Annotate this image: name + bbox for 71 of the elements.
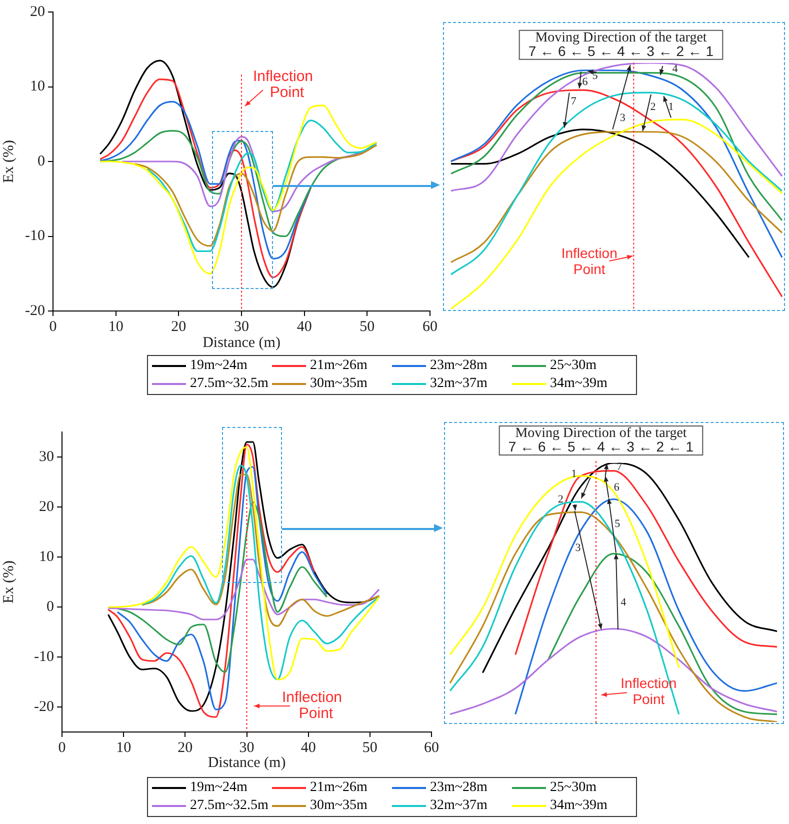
legend-label: 34m~39m	[550, 798, 608, 814]
y-tick-label: 10	[30, 78, 45, 95]
legend-label: 21m~26m	[310, 780, 368, 796]
line-series	[141, 474, 380, 627]
y-tick-label: -10	[25, 228, 45, 244]
legend-label: 27.5m~32.5m	[190, 798, 268, 814]
text: 7 ← 6 ← 5 ← 4 ← 3 ← 2 ← 1	[528, 43, 714, 59]
annotation: 2	[558, 494, 564, 506]
x-axis-title: Distance (m)	[202, 334, 280, 351]
x-tick-label: 0	[58, 740, 66, 756]
x-axis-title: Distance (m)	[208, 754, 286, 771]
legend-label: 27.5m~32.5m	[190, 376, 268, 392]
legend-label: 19m~24m	[190, 358, 248, 374]
y-axis-title: Ex (%)	[0, 560, 17, 604]
legend-label: 19m~24m	[190, 780, 248, 796]
x-tick-label: 30	[239, 740, 254, 756]
x-tick-label: 20	[171, 318, 186, 335]
legend-label: 25~30m	[550, 780, 596, 796]
y-tick-label: 20	[39, 498, 54, 515]
x-tick-label: 40	[300, 740, 316, 756]
y-tick-label: -20	[34, 698, 54, 715]
legend-label: 21m~26m	[310, 358, 368, 374]
legend-label: 25~30m	[550, 358, 596, 374]
annotation: 3	[620, 112, 626, 124]
annotation: Inflection Point	[561, 245, 618, 278]
annotation: 6	[582, 76, 588, 88]
ref-line-label: Inflection Point	[252, 68, 314, 102]
line-series	[141, 464, 380, 680]
x-tick-label: 40	[296, 318, 312, 335]
annotation: 5	[614, 518, 621, 530]
y-tick-label: 30	[39, 448, 54, 465]
annotation: 2	[650, 100, 656, 113]
y-tick-label: 0	[46, 598, 54, 615]
legend-label: 30m~35m	[310, 376, 368, 392]
line-series	[99, 100, 312, 260]
line-series	[107, 558, 380, 620]
annotation: 3	[575, 542, 582, 554]
y-tick-label: 20	[30, 4, 45, 20]
annotation: 4	[672, 62, 678, 75]
x-tick-label: 50	[362, 740, 378, 756]
legend-label: 23m~28m	[430, 780, 488, 796]
x-tick-label: 10	[116, 740, 132, 756]
legend-label: 32m~37m	[430, 376, 488, 392]
y-tick-label: 0	[38, 153, 45, 170]
line-series	[134, 144, 378, 247]
x-tick-label: 20	[178, 740, 193, 756]
annotation: 4	[620, 596, 627, 609]
annotation: 6	[614, 482, 620, 494]
legend-label: 32m~37m	[430, 798, 488, 814]
x-tick-label: 10	[108, 318, 124, 335]
y-tick-label: -20	[25, 302, 45, 319]
ref-line-label: Inflection Point	[282, 689, 342, 722]
y-tick-label: 10	[39, 548, 54, 565]
legend-label: 34m~39m	[550, 376, 608, 392]
legend-label: 30m~35m	[310, 798, 368, 814]
annotation: 1	[668, 100, 674, 113]
text: Moving Direction of the target	[515, 426, 687, 441]
line-series	[99, 104, 378, 274]
y-tick-label: -10	[34, 648, 54, 665]
x-tick-label: 60	[422, 318, 438, 335]
line-series	[146, 120, 378, 252]
line-series	[116, 501, 328, 673]
text: 7 ← 6 ← 5 ← 4 ← 3 ← 2 ← 1	[508, 438, 694, 455]
y-axis-title: Ex (%)	[0, 140, 17, 183]
x-tick-label: 50	[360, 318, 375, 335]
annotation: 7	[570, 96, 577, 108]
legend-label: 23m~28m	[430, 358, 488, 374]
x-tick-label: 30	[234, 318, 249, 335]
text: Moving Direction of the target	[535, 30, 707, 46]
annotation: 7	[616, 460, 623, 473]
x-tick-label: 60	[424, 740, 439, 756]
